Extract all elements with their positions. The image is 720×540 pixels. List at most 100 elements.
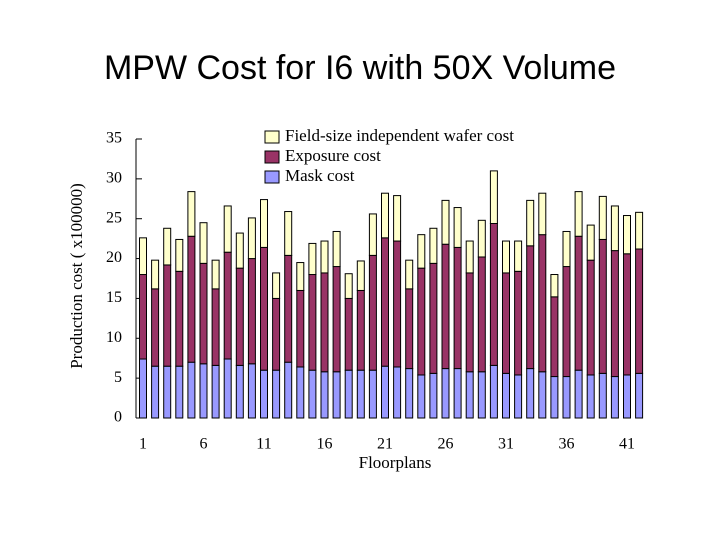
x-tick-label: 31 (498, 436, 514, 453)
bar-segment (211, 259, 220, 290)
bar-segment (199, 222, 208, 264)
y-tick-label: 10 (106, 329, 122, 346)
bar-segment (223, 358, 232, 419)
x-tick-label: 21 (377, 436, 393, 453)
bar-segment (465, 272, 474, 373)
bar-segment (175, 270, 184, 367)
bar-segment (163, 264, 172, 367)
bar-segment (284, 361, 293, 419)
bar-segment (526, 368, 535, 419)
bar-segment (235, 232, 244, 269)
x-tick-label: 16 (317, 436, 333, 453)
bar-segment (538, 371, 547, 419)
bar-segment (623, 374, 631, 419)
bar-segment (151, 365, 160, 419)
bar-segment (260, 246, 268, 371)
bar-segment (417, 374, 426, 419)
bar-segment (223, 205, 232, 253)
bar-segment (175, 238, 184, 272)
bar-segment (514, 240, 523, 272)
bar-segment (260, 199, 268, 248)
bar-segment (247, 258, 256, 365)
bar-segment (151, 288, 160, 367)
bar-segment (344, 369, 353, 419)
y-tick-label: 5 (114, 369, 122, 386)
bar-segment (610, 250, 619, 378)
y-tick-label: 20 (106, 249, 122, 266)
x-tick-label: 11 (256, 436, 271, 453)
bar-segment (635, 248, 644, 374)
bar-segment (562, 376, 571, 419)
bar-segment (223, 251, 232, 360)
bar-segment (199, 363, 208, 419)
bar-segment (429, 262, 438, 374)
bar-segment (623, 253, 631, 376)
bar-segment (586, 259, 595, 376)
bar-segment (368, 369, 377, 419)
bar-segment (368, 254, 377, 371)
y-tick-label: 35 (106, 130, 122, 147)
bar-segment (332, 266, 341, 373)
legend-label: Exposure cost (285, 146, 381, 165)
bar-segment (453, 368, 462, 419)
bar-segment (465, 240, 474, 274)
bar-segment (332, 230, 341, 268)
bar-segment (308, 274, 317, 371)
bar-segment (562, 266, 571, 378)
bar-segment (381, 192, 389, 239)
bar-segment (187, 361, 196, 419)
bar-segment (538, 192, 547, 236)
bar-segment (320, 371, 329, 419)
bar-segment (296, 366, 305, 419)
bar-segment (393, 366, 402, 419)
bar-segment (356, 289, 365, 371)
bar-segment (139, 274, 147, 360)
bar-segment (320, 240, 329, 274)
bar-segment (139, 358, 147, 419)
bar-segment (429, 372, 438, 419)
legend-swatch (264, 150, 280, 164)
bar-segment (211, 288, 220, 366)
bar-segment (187, 191, 196, 237)
bar-segment (405, 288, 414, 370)
bar-segment (441, 199, 450, 245)
bar-segment (163, 365, 172, 419)
bar-segment (562, 230, 571, 268)
bar-segment (502, 372, 510, 419)
y-tick-label: 25 (106, 209, 122, 226)
bar-segment (598, 238, 607, 374)
bar-segment (356, 260, 365, 291)
bar-segment (441, 368, 450, 419)
bar-segment (550, 376, 559, 419)
bar-segment (453, 246, 462, 370)
bar-segment (623, 215, 631, 255)
bar-segment (574, 191, 583, 237)
bar-segment (502, 240, 510, 274)
x-axis-label: Floorplans (359, 453, 432, 472)
bar-segment (296, 262, 305, 291)
bar-segment (526, 245, 535, 370)
bar-segment (235, 364, 244, 419)
legend-label: Field-size independent wafer cost (285, 126, 514, 145)
bar-segment (393, 195, 402, 242)
bar-segment (489, 364, 498, 419)
bar-segment (502, 272, 510, 374)
bar-segment (296, 289, 305, 368)
bar-segment (405, 259, 414, 290)
bar-segment (550, 274, 559, 298)
bar-segment (284, 211, 293, 256)
legend-label: Mask cost (285, 166, 355, 185)
bar-segment (453, 207, 462, 248)
bar-segment (139, 237, 147, 276)
bar-segment (344, 297, 353, 371)
bar-segment (429, 227, 438, 264)
bar-segment (635, 372, 644, 419)
y-tick-label: 30 (106, 170, 122, 187)
x-tick-label: 6 (200, 436, 208, 453)
bar-segment (320, 272, 329, 373)
x-tick-label: 26 (438, 436, 454, 453)
bar-segment (550, 296, 559, 378)
bar-segment (199, 262, 208, 365)
bar-segment (393, 240, 402, 368)
bar-segment (441, 243, 450, 370)
